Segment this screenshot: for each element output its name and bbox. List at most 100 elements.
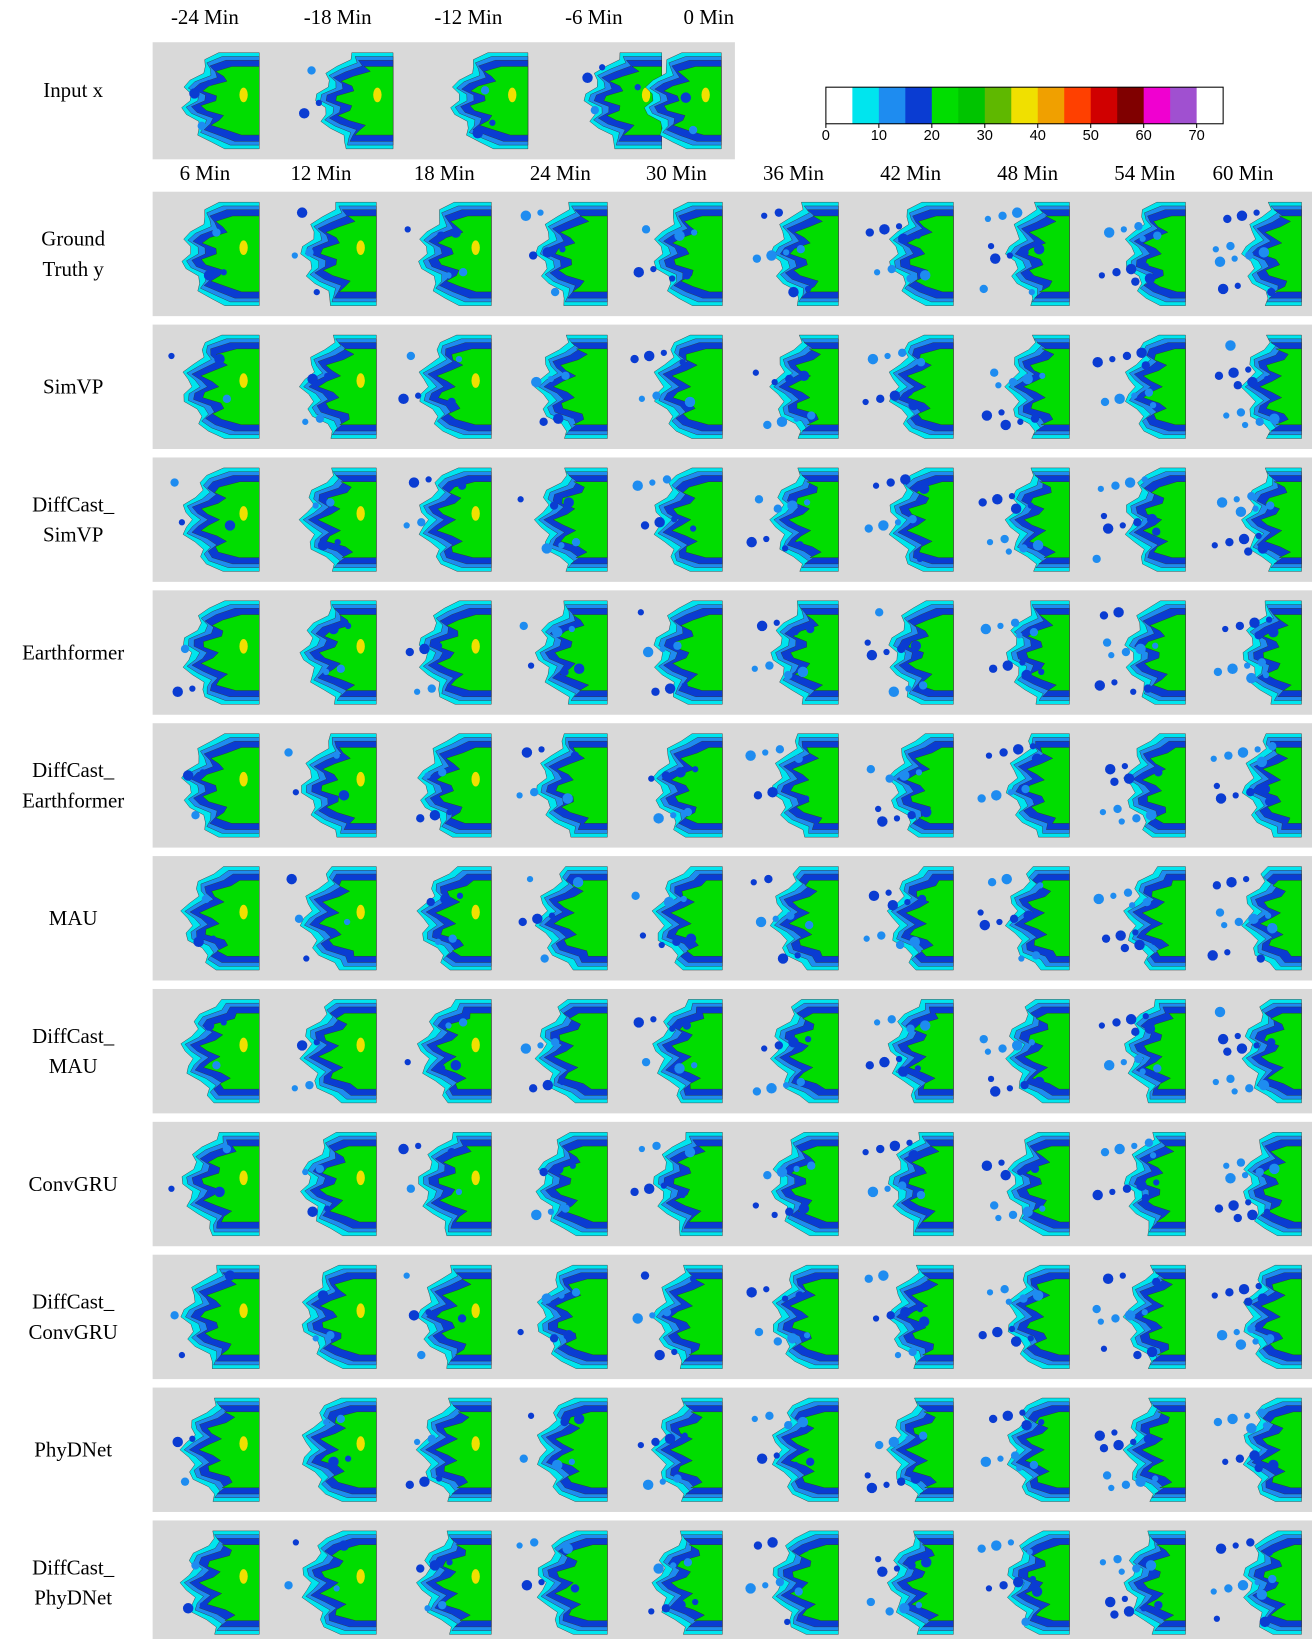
radar-cell <box>520 622 528 630</box>
radar-cell <box>1019 1294 1027 1302</box>
radar-cell <box>1248 914 1258 924</box>
radar-cell <box>1237 211 1247 221</box>
radar-cell <box>895 1352 901 1358</box>
radar-cell <box>1110 778 1118 786</box>
radar-cell <box>520 1454 528 1462</box>
radar-cell <box>1224 1584 1232 1592</box>
radar-cell <box>894 1565 900 1571</box>
radar-cell <box>1022 1207 1032 1217</box>
radar-cell <box>807 411 815 419</box>
radar-cell <box>885 774 893 782</box>
radar-core <box>508 88 516 103</box>
radar-cell <box>1113 1440 1123 1450</box>
radar-cell <box>181 645 189 653</box>
radar-cell <box>868 1187 878 1197</box>
row-label: ConvGRU <box>28 1320 117 1344</box>
radar-cell <box>1009 493 1015 499</box>
radar-cell <box>1224 751 1232 759</box>
radar-cell <box>1003 660 1013 670</box>
radar-cell <box>553 413 563 423</box>
radar-cell <box>986 1585 992 1591</box>
radar-cell <box>457 893 463 899</box>
radar-cell <box>911 641 921 651</box>
radar-cell <box>1103 523 1113 533</box>
radar-cell <box>753 1202 759 1208</box>
radar-cell <box>985 1049 991 1055</box>
radar-cell <box>630 355 638 363</box>
radar-cell <box>665 683 675 693</box>
radar-cell <box>1258 1408 1266 1416</box>
radar-cell <box>635 84 641 90</box>
radar-cell <box>446 1559 452 1565</box>
radar-cell <box>445 272 451 278</box>
radar-cell <box>763 1286 769 1292</box>
radar-cell <box>559 1079 565 1085</box>
radar-cell <box>1236 622 1244 630</box>
radar-cell <box>763 536 769 542</box>
radar-cell <box>1033 1290 1043 1300</box>
radar-cell <box>570 1163 576 1169</box>
radar-cell <box>223 395 231 403</box>
radar-cell <box>992 1327 1002 1337</box>
radar-cell <box>907 811 915 819</box>
radar-cell <box>552 1460 562 1470</box>
radar-cell <box>1002 874 1012 884</box>
row-label: MAU <box>49 906 98 930</box>
radar-cell <box>898 234 908 244</box>
radar-cell <box>1258 658 1266 666</box>
radar-cell <box>875 608 883 616</box>
radar-cell <box>1013 1577 1023 1587</box>
radar-cell <box>1235 918 1243 926</box>
radar-cell <box>1140 236 1146 242</box>
radar-cell <box>1000 535 1008 543</box>
radar-cell <box>641 1271 649 1279</box>
radar-cell <box>784 1421 792 1429</box>
radar-cell <box>1092 1190 1102 1200</box>
radar-cell <box>670 1562 676 1568</box>
radar-cell <box>684 1558 692 1566</box>
radar-cell <box>1152 643 1158 649</box>
radar-cell <box>1227 664 1237 674</box>
time-label: -6 Min <box>565 5 623 29</box>
radar-cell <box>1021 1420 1031 1430</box>
radar-cell <box>1131 277 1139 285</box>
radar-cell <box>1244 1298 1252 1306</box>
radar-cell <box>1112 268 1120 276</box>
radar-cell <box>179 1352 185 1358</box>
radar-cell <box>692 766 698 772</box>
radar-cell <box>1038 669 1044 675</box>
radar-cell <box>424 772 430 778</box>
radar-cell <box>1260 1617 1270 1627</box>
radar-cell <box>998 409 1004 415</box>
radar-cell <box>675 1600 685 1610</box>
radar-cell <box>1242 422 1248 428</box>
radar-cell <box>1154 768 1162 776</box>
radar-cell <box>1207 950 1217 960</box>
radar-cell <box>558 542 564 548</box>
radar-cell <box>1129 902 1135 908</box>
radar-core <box>239 639 247 654</box>
radar-cell <box>977 1544 985 1552</box>
radar-cell <box>639 396 645 402</box>
radar-cell <box>981 624 991 634</box>
radar-cell <box>1154 1601 1162 1609</box>
radar-cell <box>888 1015 896 1023</box>
radar-cell <box>900 474 910 484</box>
radar-cell <box>869 891 879 901</box>
radar-cell <box>680 359 686 365</box>
radar-cell <box>1111 1429 1117 1435</box>
radar-cell <box>890 1141 900 1151</box>
colorbar-tick-label: 10 <box>871 128 887 144</box>
radar-cell <box>448 934 456 942</box>
radar-cell <box>516 792 522 798</box>
radar-cell <box>873 483 879 489</box>
row-label: DiffCast_ <box>32 1024 115 1048</box>
radar-cell <box>1152 1475 1158 1481</box>
time-label: -18 Min <box>304 5 372 29</box>
radar-cell <box>1039 373 1045 379</box>
radar-cell <box>683 271 691 279</box>
radar-cell <box>772 379 778 385</box>
colorbar-tick-label: 20 <box>924 128 940 144</box>
radar-cell <box>890 390 900 400</box>
radar-cell <box>1016 1465 1022 1471</box>
